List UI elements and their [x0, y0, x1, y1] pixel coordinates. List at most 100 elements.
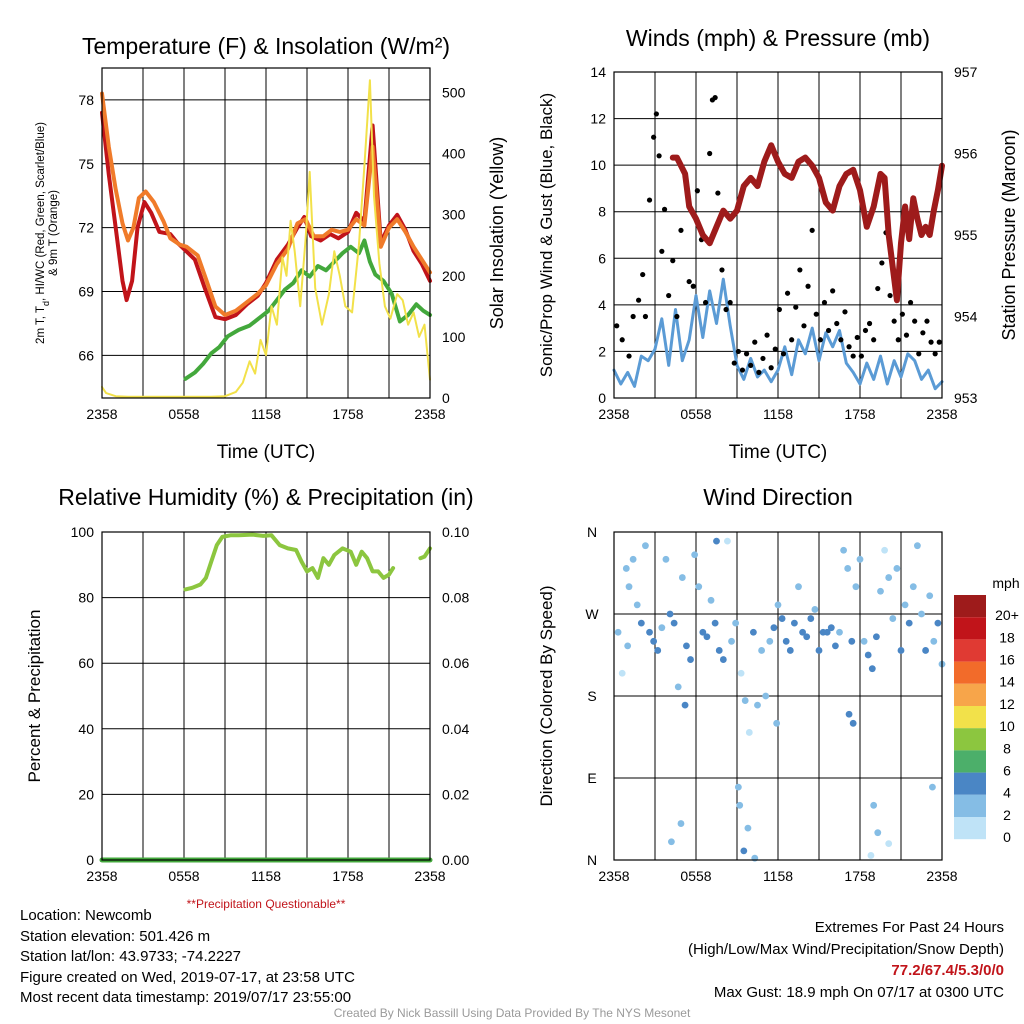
extremes-panel: Extremes For Past 24 Hours (High/Low/Max… — [688, 917, 1004, 1003]
gust-point — [854, 334, 860, 341]
series-line-wind — [612, 277, 944, 391]
legend-swatch — [954, 706, 986, 729]
gust-point — [850, 353, 856, 359]
y-left-tick-label: 0 — [86, 852, 94, 868]
direction-point — [674, 683, 682, 691]
y-left-tick-label: 14 — [590, 64, 606, 80]
gust-point — [768, 365, 774, 371]
x-tick-label: 2358 — [598, 868, 629, 884]
gust-point — [879, 260, 885, 266]
legend-swatch — [954, 683, 986, 706]
direction-point — [624, 642, 632, 650]
gust-point — [887, 292, 893, 299]
x-tick-label: 1158 — [251, 406, 281, 422]
direction-point — [666, 610, 674, 618]
gust-point — [739, 367, 746, 373]
direction-point — [889, 615, 897, 622]
series-line-rh — [183, 532, 396, 592]
direction-point — [744, 824, 752, 832]
gust-point — [813, 311, 819, 317]
direction-point — [678, 574, 686, 581]
gust-point — [748, 362, 754, 368]
x-axis-label: Time (UTC) — [729, 442, 828, 463]
gust-point — [825, 327, 832, 334]
direction-point — [754, 701, 761, 709]
plot-frame — [101, 67, 431, 399]
direction-point — [770, 624, 778, 632]
direction-point — [766, 637, 774, 645]
direction-point — [885, 574, 893, 581]
y-right-tick-label: 100 — [442, 329, 466, 345]
direction-point — [654, 647, 662, 654]
direction-point — [844, 565, 852, 572]
y-tick-label: W — [585, 606, 599, 622]
y-tick-label: N — [587, 524, 597, 540]
gust-point — [694, 188, 700, 194]
y-tick-label: E — [587, 770, 596, 786]
direction-point — [881, 546, 888, 554]
y-left-tick-label: 20 — [78, 786, 94, 802]
gust-point — [821, 299, 828, 306]
direction-point — [909, 583, 917, 591]
gust-point — [702, 299, 709, 306]
gust-point — [731, 360, 737, 366]
direction-point — [930, 637, 938, 645]
direction-point — [691, 551, 699, 559]
gust-point — [760, 355, 766, 362]
direction-point — [662, 555, 670, 563]
direction-point — [728, 637, 735, 645]
direction-point — [713, 537, 720, 545]
direction-point — [914, 542, 921, 550]
chart-title-temperature: Temperature (F) & Insolation (W/m²) — [82, 33, 450, 59]
gust-point — [678, 227, 684, 233]
x-tick-label: 2358 — [86, 406, 117, 422]
gust-point — [661, 206, 668, 212]
legend-swatch — [954, 817, 986, 840]
direction-point — [840, 546, 847, 554]
direction-point — [711, 619, 719, 627]
direction-point — [650, 637, 658, 645]
gust-point — [907, 299, 914, 306]
direction-point — [929, 783, 936, 791]
gust-point — [789, 337, 795, 343]
direction-point — [823, 628, 831, 636]
gust-point — [776, 306, 782, 313]
gust-point — [772, 346, 778, 352]
x-tick-label: 0558 — [680, 406, 711, 422]
x-axis-label: Time (UTC) — [217, 442, 316, 463]
series-line-t9m — [100, 91, 432, 317]
direction-point — [633, 601, 641, 609]
gust-point — [875, 285, 881, 292]
gust-point — [793, 304, 799, 310]
gust-point — [690, 283, 696, 289]
y-right-tick-label: 0.00 — [442, 852, 469, 868]
direction-point — [625, 583, 633, 591]
y-left-tick-label: 10 — [590, 157, 606, 173]
direction-point — [736, 801, 744, 809]
direction-point — [811, 606, 819, 613]
y-left-tick-label: 80 — [78, 590, 94, 606]
direction-point — [867, 852, 875, 859]
y-right-tick-label: 0.06 — [442, 655, 469, 671]
x-tick-label: 1758 — [332, 868, 363, 884]
gust-point — [866, 320, 873, 327]
x-tick-label: 0558 — [680, 868, 711, 884]
y-right-tick-label: 957 — [954, 64, 978, 80]
gust-point — [764, 332, 770, 338]
gust-point — [686, 278, 692, 285]
x-tick-label: 2358 — [926, 868, 957, 884]
x-tick-label: 1158 — [251, 868, 281, 884]
direction-point — [852, 583, 860, 591]
gust-point — [640, 271, 646, 278]
y-right-tick-label: 400 — [442, 146, 466, 162]
legend-label: 4 — [1003, 785, 1011, 801]
gust-point — [842, 309, 848, 315]
gust-point — [871, 337, 877, 343]
max-gust-text: Max Gust: 18.9 mph On 07/17 at 0300 UTC — [713, 983, 1004, 1001]
y-left-tick-label: 40 — [78, 721, 94, 737]
legend-swatch — [954, 639, 986, 662]
y-left-tick-label: 6 — [598, 250, 606, 266]
gust-point — [780, 351, 787, 357]
y-left-tick-label: 4 — [598, 297, 606, 313]
y-left-tick-label: 100 — [71, 524, 95, 540]
